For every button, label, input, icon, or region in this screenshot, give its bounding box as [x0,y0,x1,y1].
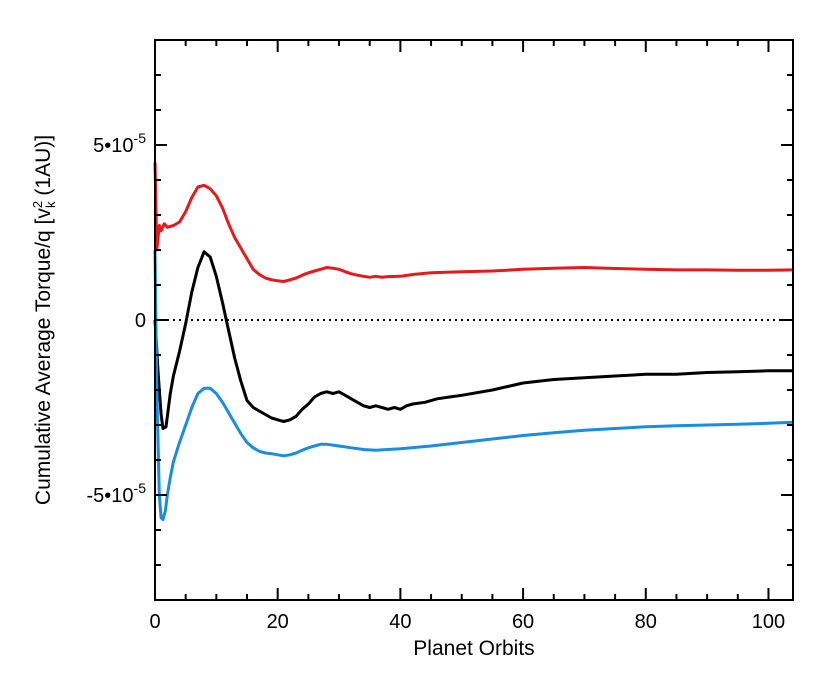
x-tick-label: 60 [512,611,534,633]
y-tick-label: -5•10-5 [87,480,147,507]
y-axis-title-sub: k [43,201,58,208]
x-tick-label: 100 [752,611,785,633]
y-axis-title: Cumulative Average Torque/q [v2k (1AU)] [30,135,58,505]
x-tick-label: 20 [267,611,289,633]
x-tick-label: 0 [149,611,160,633]
tick-labels: 0 20 40 60 80 100 5•10-5 0 -5•10-5 [87,130,786,633]
y-tick-label: 0 [135,310,146,332]
y-axis-title-main: Cumulative Average Torque/q [v [32,208,55,505]
y-axis-title-sup: 2 [30,201,45,208]
series-line-3 [153,249,794,521]
series-lines [153,162,794,521]
series-line-2 [153,250,793,430]
y-tick-label: 5•10-5 [93,130,146,157]
series-line-1 [153,162,794,283]
x-tick-label: 80 [635,611,657,633]
y-axis-title-tail: (1AU)] [32,135,55,202]
axis-ticks [154,40,793,600]
x-axis-title: Planet Orbits [413,637,534,660]
x-tick-label: 40 [389,611,411,633]
